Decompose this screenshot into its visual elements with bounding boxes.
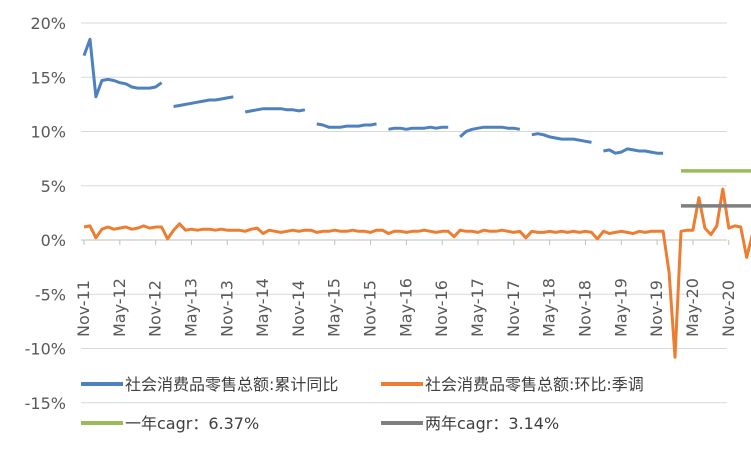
x-tick-label: May-17 xyxy=(468,278,487,337)
y-tick-label: 20% xyxy=(30,14,66,33)
y-tick-label: -15% xyxy=(25,394,66,413)
y-tick-label: 15% xyxy=(30,68,66,87)
series-line xyxy=(82,37,163,99)
legend-label: 社会消费品零售总额:环比:季调 xyxy=(425,375,644,394)
series-line xyxy=(316,122,377,129)
x-tick-label: May-14 xyxy=(253,278,272,337)
legend-label: 社会消费品零售总额:累计同比 xyxy=(125,375,338,394)
y-tick-label: 0% xyxy=(41,231,66,250)
y-tick-label: -10% xyxy=(25,340,66,359)
x-tick-label: May-15 xyxy=(325,278,344,337)
y-tick-label: 10% xyxy=(30,123,66,142)
x-tick-label: May-13 xyxy=(181,278,200,337)
series-line xyxy=(603,147,664,155)
x-tick-label: Nov-13 xyxy=(217,280,236,337)
x-axis xyxy=(81,239,730,245)
legend-label: 一年cagr：6.37% xyxy=(125,414,259,433)
x-tick-label: Nov-15 xyxy=(361,280,380,337)
legend-label: 两年cagr：3.14% xyxy=(425,414,559,433)
x-tick-label: Nov-19 xyxy=(647,280,666,337)
series-line xyxy=(244,107,306,114)
x-tick-label: Nov-17 xyxy=(504,280,523,337)
series-line xyxy=(459,125,521,139)
legend: 社会消费品零售总额:累计同比 社会消费品零售总额:环比:季调一年cagr：6.37… xyxy=(81,375,644,433)
y-tick-label: -5% xyxy=(35,285,66,304)
x-tick-label: Nov-16 xyxy=(432,280,451,337)
x-tick-label: Nov-20 xyxy=(719,280,738,337)
x-tick-label: May-16 xyxy=(396,278,415,337)
y-tick-label: 5% xyxy=(41,177,66,196)
x-tick-label: Nov-18 xyxy=(575,280,594,337)
series-line xyxy=(83,187,751,359)
plot-area xyxy=(82,37,751,359)
x-axis-tick-labels: Nov-11 May-12 Nov-12 May-13 Nov-13 May-14 Nov-… xyxy=(74,278,738,337)
y-axis-tick-labels: -15% -10% -5% 0% 5% 10% 15% 20% xyxy=(25,14,66,413)
series-line xyxy=(173,95,234,108)
x-tick-label: May-20 xyxy=(683,278,702,337)
x-tick-label: May-12 xyxy=(110,278,129,337)
gridlines xyxy=(81,22,727,404)
x-tick-label: Nov-11 xyxy=(74,280,93,337)
x-tick-label: Nov-14 xyxy=(289,280,308,337)
series-line xyxy=(531,132,592,144)
x-tick-label: Nov-12 xyxy=(146,280,165,337)
x-tick-label: May-18 xyxy=(540,278,559,337)
series-line xyxy=(388,125,449,131)
x-tick-label: May-19 xyxy=(611,278,630,337)
